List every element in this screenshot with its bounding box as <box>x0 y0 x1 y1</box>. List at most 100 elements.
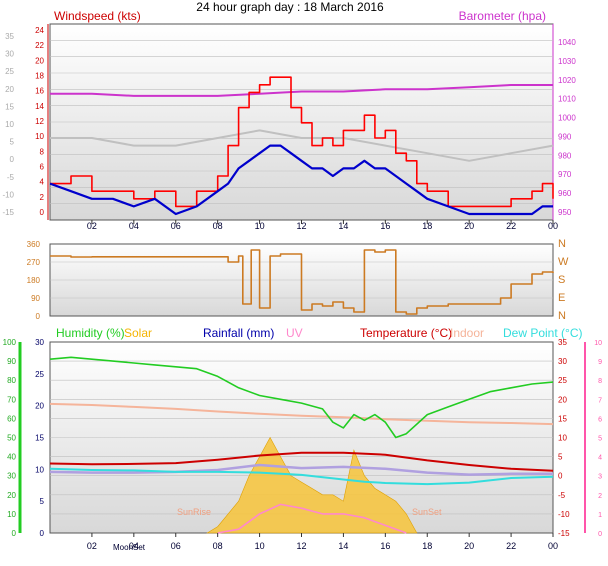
uv-tick-label: 8 <box>598 378 602 385</box>
uv-tick-label: 4 <box>598 455 602 462</box>
x-tick-label: 04 <box>129 221 139 231</box>
wind-outer-tick-label: 30 <box>5 50 14 59</box>
x-tick-label: 16 <box>380 221 390 231</box>
humidity-tick-label: 100 <box>3 338 17 347</box>
humidity-tick-label: 30 <box>7 472 16 481</box>
x-tick-label: 06 <box>171 221 181 231</box>
barometer-line <box>50 84 553 97</box>
windspeed-tick-label: 6 <box>40 163 45 172</box>
windspeed-tick-label: 20 <box>35 56 44 65</box>
direction-compass-label: W <box>558 256 569 268</box>
windspeed-tick-label: 8 <box>40 147 45 156</box>
legend-entry: UV <box>286 326 303 340</box>
barometer-tick-label: 970 <box>558 170 572 179</box>
x-tick-label: 14 <box>338 541 348 551</box>
windspeed-tick-label: 14 <box>35 102 44 111</box>
windspeed-tick-label: 0 <box>40 208 45 217</box>
uv-tick-label: 6 <box>598 416 602 423</box>
x-tick-label: 12 <box>296 221 306 231</box>
barometer-axis-label: Barometer (hpa) <box>459 9 546 23</box>
x-tick-label: 22 <box>506 221 516 231</box>
windspeed-axis-label: Windspeed (kts) <box>54 9 141 23</box>
wind-direction-line <box>50 249 554 315</box>
rainfall-tick-label: 25 <box>35 370 44 379</box>
temperature-tick-label: 0 <box>558 472 563 481</box>
windspeed-tick-label: 2 <box>40 193 45 202</box>
barometer-tick-label: 1020 <box>558 76 576 85</box>
temperature-tick-label: 5 <box>558 453 563 462</box>
direction-degree-label: 270 <box>27 258 41 267</box>
barometer-tick-label: 960 <box>558 189 572 198</box>
barometer-tick-label: 1040 <box>558 38 576 47</box>
windspeed-tick-label: 4 <box>40 178 45 187</box>
barometer-tick-label: 1030 <box>558 57 576 66</box>
uv-tick-label: 3 <box>598 474 602 481</box>
sunrise-label: SunRise <box>177 507 211 517</box>
rainfall-tick-label: 0 <box>40 529 45 538</box>
legend-entry: Dew Point (°C) <box>503 326 582 340</box>
humidity-tick-label: 0 <box>12 529 17 538</box>
rainfall-tick-label: 20 <box>35 402 44 411</box>
humidity-tick-label: 90 <box>7 357 16 366</box>
direction-degree-label: 0 <box>36 312 41 321</box>
barometer-tick-label: 990 <box>558 132 572 141</box>
wind-outer-tick-label: 25 <box>5 67 14 76</box>
uv-tick-label: 10 <box>594 340 602 347</box>
wind-outer-tick-label: 35 <box>5 32 14 41</box>
rainfall-tick-label: 15 <box>35 434 44 443</box>
x-tick-label: 10 <box>255 221 265 231</box>
temperature-tick-label: 30 <box>558 357 567 366</box>
x-tick-label: 18 <box>422 221 432 231</box>
direction-degree-label: 180 <box>27 276 41 285</box>
humidity-tick-label: 80 <box>7 376 16 385</box>
humidity-tick-label: 20 <box>7 491 16 500</box>
temperature-tick-label: -15 <box>558 529 570 538</box>
temperature-tick-label: -10 <box>558 510 570 519</box>
temperature-tick-label: 15 <box>558 414 567 423</box>
x-tick-label: 14 <box>338 221 348 231</box>
direction-compass-label: S <box>558 274 565 286</box>
barometer-tick-label: 1010 <box>558 95 576 104</box>
direction-compass-label: E <box>558 292 565 304</box>
rainfall-tick-label: 30 <box>35 338 44 347</box>
x-tick-label: 20 <box>464 541 474 551</box>
legend-entry: Humidity (%) <box>56 326 125 340</box>
x-tick-label: 12 <box>296 541 306 551</box>
uv-tick-label: 9 <box>598 359 602 366</box>
windspeed-tick-label: 12 <box>35 117 44 126</box>
rainfall-tick-label: 5 <box>40 497 45 506</box>
sunset-label: SunSet <box>412 507 442 517</box>
uv-tick-label: 7 <box>598 397 602 404</box>
rainfall-tick-label: 10 <box>35 465 44 474</box>
wind-outer-tick-label: 15 <box>5 102 14 111</box>
x-tick-label: 04 <box>129 541 139 551</box>
rainfall-ticks: 30 25 20 15 10 5 0 <box>35 338 44 538</box>
barometer-tick-label: 1000 <box>558 114 576 123</box>
x-tick-label: 02 <box>87 541 97 551</box>
windspeed-tick-label: 24 <box>35 26 44 35</box>
temperature-ticks: 35 30 25 20 15 10 5 0 -5 -10 -15 <box>558 338 570 538</box>
direction-compass-label: N <box>558 310 566 322</box>
uv-tick-label: 1 <box>598 512 602 519</box>
wind-outer-tick-label: 5 <box>10 138 15 147</box>
indoor-line <box>49 402 554 426</box>
legend-entry: Indoor <box>450 326 484 340</box>
x-tick-label: 08 <box>213 541 223 551</box>
humidity-tick-label: 50 <box>7 434 16 443</box>
solar-area <box>206 436 418 534</box>
dewpoint-line <box>49 467 554 486</box>
direction-degree-label: 360 <box>27 240 41 249</box>
legend-entry: Rainfall (mm) <box>203 326 274 340</box>
x-tick-label: 00 <box>548 221 558 231</box>
x-tick-label: 06 <box>171 541 181 551</box>
temperature-line <box>49 451 554 472</box>
windspeed-tick-label: 16 <box>35 87 44 96</box>
temperature-tick-label: -5 <box>558 491 566 500</box>
windspeed-line <box>50 76 554 208</box>
legend-entry: Temperature (°C) <box>360 326 452 340</box>
wind-outer-tick-label: 10 <box>5 120 14 129</box>
